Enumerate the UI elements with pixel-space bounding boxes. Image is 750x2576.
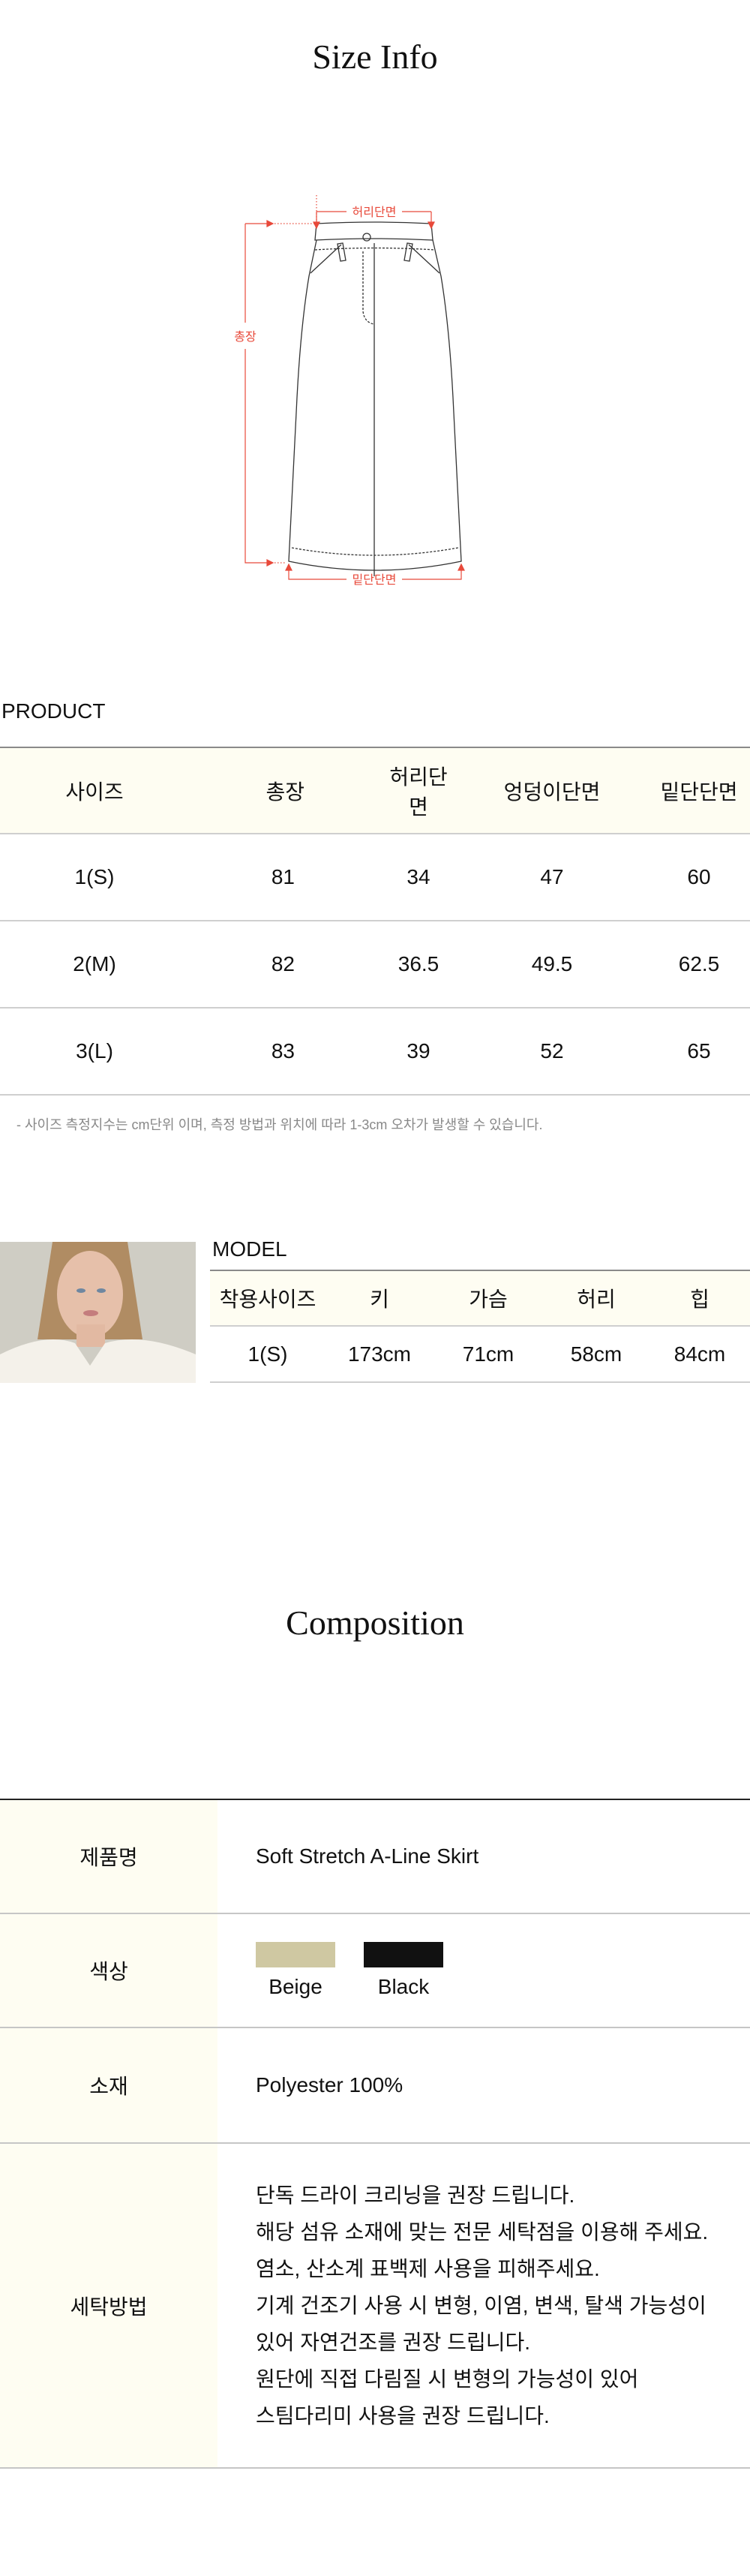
product-name-value: Soft Stretch A-Line Skirt	[256, 1844, 479, 1868]
table-row: 1(S) 81 34 47 60	[0, 834, 750, 921]
row-product-name: 제품명 Soft Stretch A-Line Skirt	[0, 1800, 750, 1914]
size-info-title: Size Info	[312, 38, 438, 76]
cell-hem: 60	[687, 865, 711, 888]
cell-height: 173cm	[347, 1342, 412, 1366]
table-header-row: 착용사이즈 키 가슴 허리 힙	[210, 1270, 750, 1326]
product-label: PRODUCT	[2, 699, 106, 723]
material-label: 소재	[0, 2028, 218, 2142]
care-line: 해당 섬유 소재에 맞는 전문 세탁점을 이용해 주세요.	[256, 2220, 709, 2244]
care-line: 스팀다리미 사용을 권장 드립니다.	[256, 2404, 550, 2427]
color-swatch-black: Black	[364, 1942, 443, 1999]
header-height: 키	[370, 1288, 389, 1311]
product-name-label: 제품명	[0, 1800, 218, 1913]
skirt-size-diagram: 허리단면 총장 밑단단면	[234, 195, 465, 587]
cell-waist: 58cm	[570, 1342, 622, 1366]
row-material: 소재 Polyester 100%	[0, 2028, 750, 2144]
cell-waist: 34	[406, 865, 430, 888]
cell-hip: 47	[540, 865, 564, 888]
waist-label: 허리단면	[352, 206, 397, 219]
cell-length: 82	[271, 952, 295, 975]
cell-hem: 62.5	[678, 952, 720, 975]
cell-hip: 52	[540, 1039, 564, 1063]
measure-lines	[244, 195, 465, 580]
composition-title: Composition	[286, 1604, 464, 1642]
table-row: 2(M) 82 36.5 49.5 62.5	[0, 921, 750, 1008]
material-value: Polyester 100%	[256, 2073, 404, 2097]
color-label: 색상	[0, 1914, 218, 2027]
color-swatches: Beige Black	[256, 1942, 443, 1999]
skirt-illustration	[288, 221, 462, 576]
cell-hip: 49.5	[531, 952, 573, 975]
color-swatch-beige: Beige	[256, 1942, 335, 1999]
care-instructions: 단독 드라이 크리닝을 권장 드립니다. 해당 섬유 소재에 맞는 전문 세탁점을…	[218, 2144, 750, 2467]
header-waist: 허리단면	[389, 765, 448, 819]
model-photo	[0, 1242, 196, 1383]
cell-waist: 39	[406, 1039, 430, 1063]
header-hip: 힙	[690, 1288, 710, 1311]
care-line: 단독 드라이 크리닝을 권장 드립니다.	[256, 2184, 575, 2207]
cell-length: 83	[271, 1039, 295, 1063]
header-worn-size: 착용사이즈	[219, 1288, 316, 1311]
composition-table: 제품명 Soft Stretch A-Line Skirt 색상 Beige B…	[0, 1799, 750, 2469]
cell-size: 1(S)	[74, 865, 115, 888]
header-hip: 엉덩이단면	[503, 780, 601, 804]
model-label: MODEL	[212, 1237, 287, 1261]
row-color: 색상 Beige Black	[0, 1914, 750, 2028]
cell-hip: 84cm	[674, 1342, 726, 1366]
product-size-table: 사이즈 총장 허리단면 엉덩이단면 밑단단면 1(S) 81 34 47 60 2(M) 8…	[0, 747, 750, 1096]
table-header-row: 사이즈 총장 허리단면 엉덩이단면 밑단단면	[0, 747, 750, 834]
model-size-table: 착용사이즈 키 가슴 허리 힙 1(S) 173cm 71cm 58cm 84c…	[210, 1270, 750, 1383]
cell-worn-size: 1(S)	[248, 1342, 288, 1366]
header-size: 사이즈	[65, 780, 124, 804]
cell-bust: 71cm	[462, 1342, 514, 1366]
cell-size: 2(M)	[73, 952, 116, 975]
length-label: 총장	[234, 330, 256, 344]
table-row: 1(S) 173cm 71cm 58cm 84cm	[210, 1326, 750, 1382]
care-line: 염소, 산소계 표백제 사용을 피해주세요.	[256, 2257, 600, 2280]
cell-length: 81	[271, 865, 295, 888]
care-label: 세탁방법	[0, 2144, 218, 2467]
header-hem: 밑단단면	[660, 780, 738, 804]
model-photo-illustration	[0, 1242, 196, 1383]
hem-label: 밑단단면	[352, 573, 397, 587]
cell-hem: 65	[687, 1039, 711, 1063]
care-line: 기계 건조기 사용 시 변형, 이염, 변색, 탈색 가능성이	[256, 2294, 706, 2317]
header-waist: 허리	[577, 1288, 616, 1311]
care-line: 있어 자연건조를 권장 드립니다.	[256, 2331, 530, 2354]
cell-size: 3(L)	[76, 1039, 113, 1063]
cell-waist: 36.5	[398, 952, 440, 975]
header-length: 총장	[266, 780, 304, 804]
header-bust: 가슴	[469, 1288, 508, 1311]
row-care: 세탁방법 단독 드라이 크리닝을 권장 드립니다. 해당 섬유 소재에 맞는 전문…	[0, 2144, 750, 2469]
table-row: 3(L) 83 39 52 65	[0, 1008, 750, 1095]
size-note: - 사이즈 측정지수는 cm단위 이며, 측정 방법과 위치에 따라 1-3cm…	[16, 1117, 543, 1132]
care-line: 원단에 직접 다림질 시 변형의 가능성이 있어	[256, 2367, 639, 2391]
